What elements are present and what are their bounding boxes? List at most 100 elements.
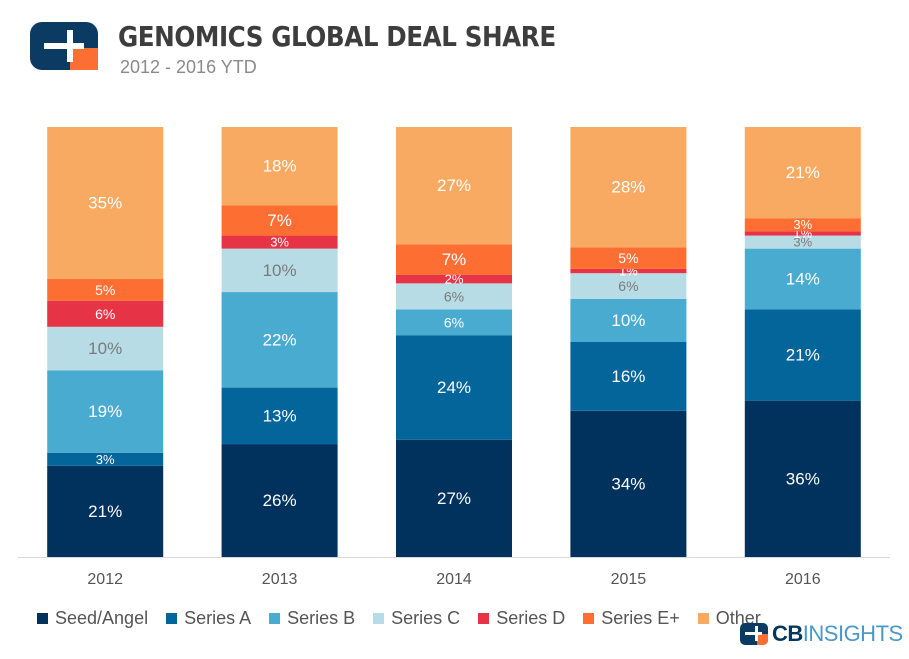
legend-item-other: Other [697, 607, 761, 629]
data-label-2013-other: 18% [263, 157, 297, 176]
legend-swatch [583, 612, 595, 624]
data-label-2014-other: 27% [437, 176, 471, 195]
legend-item-series-a: Series A [166, 608, 251, 629]
bar-segment-2014-series-d [396, 274, 512, 284]
data-label-2016-series-e-: 3% [793, 217, 812, 232]
data-label-2013-series-d: 3% [270, 235, 289, 250]
data-label-2014-series-c: 6% [444, 288, 464, 304]
brand-logo: CB INSIGHTS [740, 621, 903, 647]
data-label-2016-series-a: 21% [786, 346, 820, 365]
bar-segment-2016-series-a [744, 309, 861, 401]
legend-swatch [373, 612, 385, 624]
data-label-2015-series-a: 16% [611, 367, 645, 386]
bar-segment-2014-series-a [396, 335, 512, 440]
bar-segment-2016-series-d [744, 231, 861, 236]
bar-segment-2014-seed-angel [396, 439, 512, 557]
legend-swatch [269, 612, 281, 624]
bar-segment-2016-series-b [744, 248, 861, 310]
chart-legend: Seed/Angel Series A Series B Series C Series… [37, 607, 761, 629]
bar-segment-2013-series-b [221, 292, 338, 388]
data-label-2012-seed-angel: 21% [88, 502, 122, 521]
legend-label: Series A [184, 607, 252, 628]
data-label-2014-series-d: 2% [445, 272, 464, 287]
legend-item-series-b: Series B [269, 608, 355, 629]
legend-label: Seed/Angel [55, 607, 149, 628]
bar-segment-2013-seed-angel [221, 444, 338, 557]
bar-segment-2014-series-c [396, 283, 512, 310]
legend-label: Series B [287, 607, 356, 628]
bar-segment-2013-other [221, 127, 338, 206]
data-label-2015-series-c: 6% [618, 278, 638, 294]
x-tick-label-2012: 2012 [87, 571, 123, 588]
bar-segment-2015-other [570, 127, 687, 248]
data-label-2014-seed-angel: 27% [437, 489, 471, 508]
legend-label: Series C [391, 607, 461, 628]
brand-name-bold: CB [772, 621, 803, 646]
bar-segment-2016-series-c [744, 235, 861, 249]
data-label-2013-series-a: 13% [263, 406, 297, 425]
data-label-2014-series-e-: 7% [442, 250, 467, 269]
legend-label: Series E+ [601, 607, 680, 628]
page-subtitle: 2012 - 2016 YTD [120, 57, 257, 77]
data-label-2016-series-c: 3% [793, 235, 812, 250]
bar-segment-2012-series-e- [47, 279, 164, 301]
data-label-2013-seed-angel: 26% [263, 491, 297, 510]
legend-swatch [37, 612, 48, 624]
data-label-2012-series-d: 6% [95, 306, 115, 322]
legend-label: Series D [496, 607, 566, 628]
bar-segment-2012-seed-angel [47, 465, 164, 557]
data-label-2015-series-b: 10% [611, 311, 645, 330]
x-tick-label-2013: 2013 [262, 571, 298, 588]
page-title: GENOMICS GLOBAL DEAL SHARE [118, 20, 556, 53]
brand-name-rest: INSIGHTS [802, 621, 903, 646]
cb-insights-mark-icon [740, 623, 768, 645]
bar-segment-2015-series-c [570, 273, 687, 299]
data-label-2015-seed-angel: 34% [611, 474, 645, 493]
x-tick-label-2015: 2015 [611, 571, 647, 588]
cb-insights-logo-icon [30, 22, 98, 70]
bar-segment-2016-seed-angel [744, 400, 861, 557]
data-label-2012-series-b: 19% [88, 402, 122, 421]
data-label-2016-other: 21% [786, 163, 820, 182]
data-label-2012-series-c: 10% [88, 339, 122, 358]
legend-label: Other [715, 607, 761, 628]
data-label-2015-other: 28% [611, 178, 645, 197]
bar-segment-2013-series-d [221, 235, 338, 249]
bar-segment-2012-series-c [47, 326, 164, 371]
data-label-2012-series-a: 3% [96, 452, 115, 467]
bar-segment-2015-series-a [570, 342, 687, 411]
x-tick-label-2014: 2014 [436, 571, 472, 588]
bar-segment-2012-series-b [47, 370, 164, 453]
bar-segment-2014-series-b [396, 309, 512, 336]
bar-segment-2015-seed-angel [570, 410, 687, 557]
legend-item-series-d: Series D [478, 608, 565, 629]
legend-item-series-e-: Series E+ [583, 608, 680, 629]
bar-segment-2015-series-b [570, 299, 687, 342]
legend-swatch [697, 612, 709, 624]
legend-swatch [478, 612, 490, 624]
bar-segment-2016-series-e- [744, 218, 861, 232]
data-label-2013-series-c: 10% [263, 261, 297, 280]
data-label-2015-series-e-: 5% [618, 250, 638, 266]
data-label-2012-series-e-: 5% [95, 282, 115, 298]
bar-segment-2014-other [396, 127, 512, 245]
data-label-2013-series-b: 22% [263, 330, 297, 349]
bar-segment-2016-other [744, 127, 861, 219]
bar-segment-2012-series-a [47, 452, 164, 466]
bar-segment-2014-series-e- [396, 244, 512, 275]
bar-segment-2013-series-a [221, 387, 338, 445]
stacked-bar-chart: 21% 3% 19% 10% 6% 5% 35% 2012 26% 13% 22% 10% 3% 7% 18… [18, 127, 890, 588]
bar-segment-2015-series-e- [570, 247, 687, 269]
data-label-2016-seed-angel: 36% [786, 469, 820, 488]
bar-segment-2013-series-c [221, 248, 338, 293]
data-label-2014-series-a: 24% [437, 378, 471, 397]
data-label-2014-series-b: 6% [444, 314, 464, 330]
bar-segment-2012-other [47, 127, 164, 280]
bar-segment-2015-series-d [570, 268, 687, 274]
bar-segment-2012-series-d [47, 300, 164, 327]
data-label-2012-other: 35% [88, 194, 122, 213]
x-tick-label-2016: 2016 [785, 571, 821, 588]
legend-item-seed-angel: Seed/Angel [37, 608, 148, 629]
bar-segment-2013-series-e- [221, 205, 338, 236]
data-label-2013-series-e-: 7% [267, 211, 292, 230]
